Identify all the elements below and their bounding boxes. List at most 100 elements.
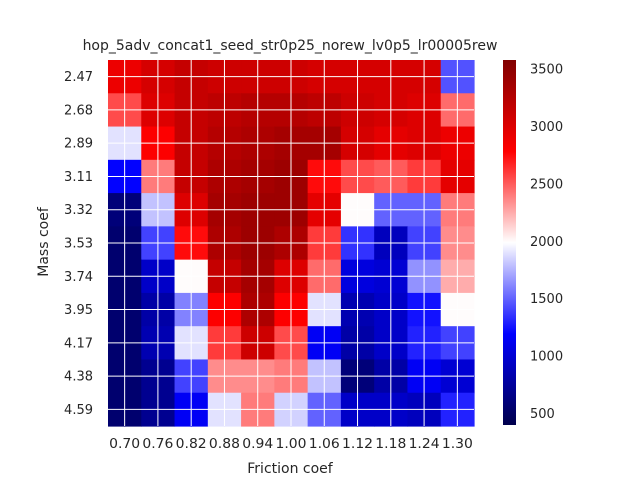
- heatmap-cell: [108, 159, 126, 178]
- heatmap-cell: [357, 226, 375, 244]
- heatmap-cell: [390, 143, 409, 161]
- heatmap-cell: [207, 209, 226, 227]
- heatmap-cell: [257, 309, 275, 327]
- heatmap-cell: [291, 143, 309, 161]
- heatmap-cell: [440, 176, 458, 194]
- heatmap-cell: [207, 226, 226, 244]
- y-tick-label: 3.95: [64, 303, 93, 318]
- heatmap-cell: [207, 326, 226, 344]
- heatmap-cell: [440, 243, 458, 261]
- heatmap-cell: [257, 342, 275, 361]
- heatmap-cell: [224, 392, 242, 410]
- heatmap-cell: [207, 143, 226, 161]
- x-tick-label: 1.06: [309, 437, 340, 452]
- heatmap-cell: [141, 76, 159, 94]
- colorbar-tick-label: 2000: [530, 235, 563, 250]
- heatmap-cell: [257, 109, 275, 128]
- heatmap-cell: [390, 76, 409, 94]
- heatmap-cell: [174, 259, 192, 277]
- heatmap-cell: [390, 60, 409, 78]
- heatmap-cell: [357, 392, 375, 410]
- heatmap-cell: [191, 292, 209, 311]
- heatmap-cell: [390, 309, 409, 327]
- heatmap-cell: [108, 342, 126, 361]
- heatmap-cell: [324, 60, 342, 78]
- heatmap-cell: [241, 276, 259, 294]
- heatmap-cell: [291, 93, 309, 111]
- heatmap-cell: [207, 243, 226, 261]
- heatmap-cell: [274, 126, 292, 144]
- heatmap-cell: [390, 93, 409, 111]
- heatmap-cell: [357, 76, 375, 94]
- heatmap-cell: [390, 193, 409, 211]
- heatmap-cell: [457, 143, 475, 161]
- heatmap-cell: [324, 309, 342, 327]
- heatmap-cell: [307, 193, 325, 211]
- heatmap-cell: [207, 259, 226, 277]
- heatmap-cell: [324, 376, 342, 394]
- heatmap-cell: [207, 309, 226, 327]
- heatmap-cell: [324, 176, 342, 194]
- heatmap-cell: [257, 376, 275, 394]
- heatmap-cell: [191, 193, 209, 211]
- heatmap-cell: [307, 243, 325, 261]
- heatmap-cell: [307, 292, 325, 311]
- heatmap-cell: [224, 359, 242, 377]
- heatmap-cell: [224, 226, 242, 244]
- heatmap-cell: [224, 143, 242, 161]
- heatmap-cell: [224, 126, 242, 144]
- heatmap-cell: [224, 243, 242, 261]
- heatmap-cell: [457, 60, 475, 78]
- heatmap-cell: [407, 243, 425, 261]
- heatmap-cell: [257, 259, 275, 277]
- heatmap-cell: [241, 126, 259, 144]
- heatmap-cell: [424, 76, 442, 94]
- heatmap-cell: [291, 392, 309, 410]
- heatmap-cell: [241, 193, 259, 211]
- heatmap-cell: [257, 276, 275, 294]
- heatmap-cell: [424, 176, 442, 194]
- heatmap-cell: [457, 159, 475, 178]
- heatmap-cell: [141, 376, 159, 394]
- heatmap-cell: [274, 76, 292, 94]
- heatmap-cell: [440, 259, 458, 277]
- heatmap-cell: [141, 259, 159, 277]
- heatmap-cell: [191, 243, 209, 261]
- x-tick-label: 1.18: [375, 437, 406, 452]
- heatmap-cell: [141, 226, 159, 244]
- heatmap-cell: [157, 309, 176, 327]
- heatmap-cell: [274, 243, 292, 261]
- heatmap-cell: [390, 376, 409, 394]
- heatmap-cell: [207, 392, 226, 410]
- heatmap-cell: [108, 309, 126, 327]
- heatmap-cell: [191, 309, 209, 327]
- heatmap-cell: [157, 209, 176, 227]
- heatmap-cell: [340, 292, 359, 311]
- heatmap-cell: [174, 292, 192, 311]
- heatmap-cell: [440, 109, 458, 128]
- heatmap-cell: [307, 326, 325, 344]
- heatmap-cell: [407, 376, 425, 394]
- heatmap-cell: [257, 292, 275, 311]
- heatmap-cell: [291, 209, 309, 227]
- heatmap-cell: [390, 392, 409, 410]
- heatmap-cell: [257, 176, 275, 194]
- heatmap-cell: [274, 109, 292, 128]
- heatmap-cell: [141, 342, 159, 361]
- y-tick-label: 3.53: [64, 237, 93, 252]
- heatmap-cell: [457, 109, 475, 128]
- heatmap-cell: [407, 143, 425, 161]
- heatmap-cell: [307, 176, 325, 194]
- heatmap-cell: [357, 109, 375, 128]
- heatmap-cell: [390, 409, 409, 427]
- heatmap-cell: [257, 359, 275, 377]
- heatmap-cell: [141, 243, 159, 261]
- x-tick-label: 0.76: [142, 437, 173, 452]
- heatmap-cell: [407, 193, 425, 211]
- heatmap-cell: [224, 193, 242, 211]
- heatmap-cell: [291, 193, 309, 211]
- heatmap-cell: [340, 342, 359, 361]
- heatmap-cell: [340, 259, 359, 277]
- heatmap-cell: [257, 209, 275, 227]
- heatmap-cell: [108, 276, 126, 294]
